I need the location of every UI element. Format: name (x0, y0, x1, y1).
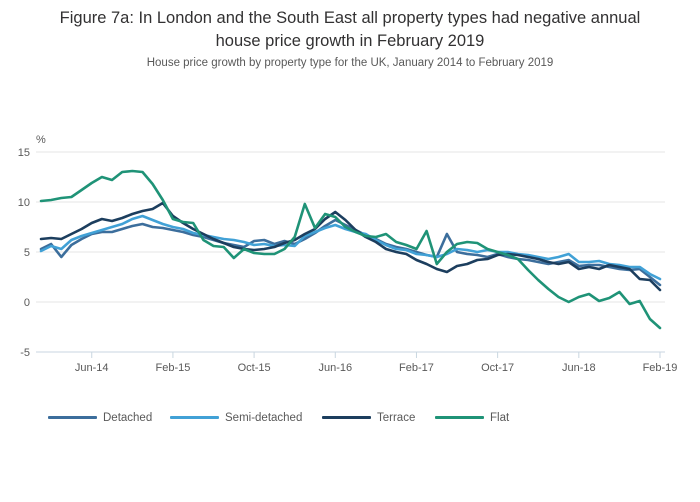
legend-item-terrace: Terrace (322, 410, 415, 425)
legend-label: Semi-detached (225, 411, 303, 424)
y-tick-label: 0 (24, 297, 30, 309)
legend-label: Detached (103, 411, 153, 424)
x-tick-label: Oct-15 (238, 362, 271, 374)
legend-swatch-flat (435, 416, 484, 419)
legend-item-detached: Detached (48, 410, 152, 425)
y-axis-unit-label: % (36, 134, 46, 146)
legend-item-flat: Flat (435, 410, 509, 425)
chart-title: Figure 7a: In London and the South East … (59, 9, 641, 50)
x-tick-label: Oct-17 (481, 362, 514, 374)
x-tick-label: Feb-15 (155, 362, 190, 374)
series-line-flat (39, 169, 662, 330)
series-line-terrace (39, 201, 662, 292)
series-line-detached (39, 218, 662, 287)
y-tick-label: 10 (18, 197, 30, 209)
legend-label: Flat (490, 411, 510, 424)
x-tick-label: Feb-17 (399, 362, 434, 374)
chart-subtitle: House price growth by property type for … (146, 57, 554, 69)
y-tick-label: 5 (24, 247, 30, 259)
x-tick-label: Feb-19 (643, 362, 678, 374)
x-tick-label: Jun-16 (318, 362, 352, 374)
y-tick-label: 15 (18, 147, 30, 159)
legend-swatch-semi-detached (170, 416, 219, 419)
x-tick-label: Jun-18 (562, 362, 596, 374)
legend-label: Terrace (377, 411, 416, 424)
legend-swatch-detached (48, 416, 97, 419)
y-tick-label: -5 (20, 347, 30, 359)
x-tick-label: Jun-14 (75, 362, 109, 374)
legend-item-semi-detached: Semi-detached (170, 410, 302, 425)
legend-swatch-terrace (322, 416, 371, 419)
